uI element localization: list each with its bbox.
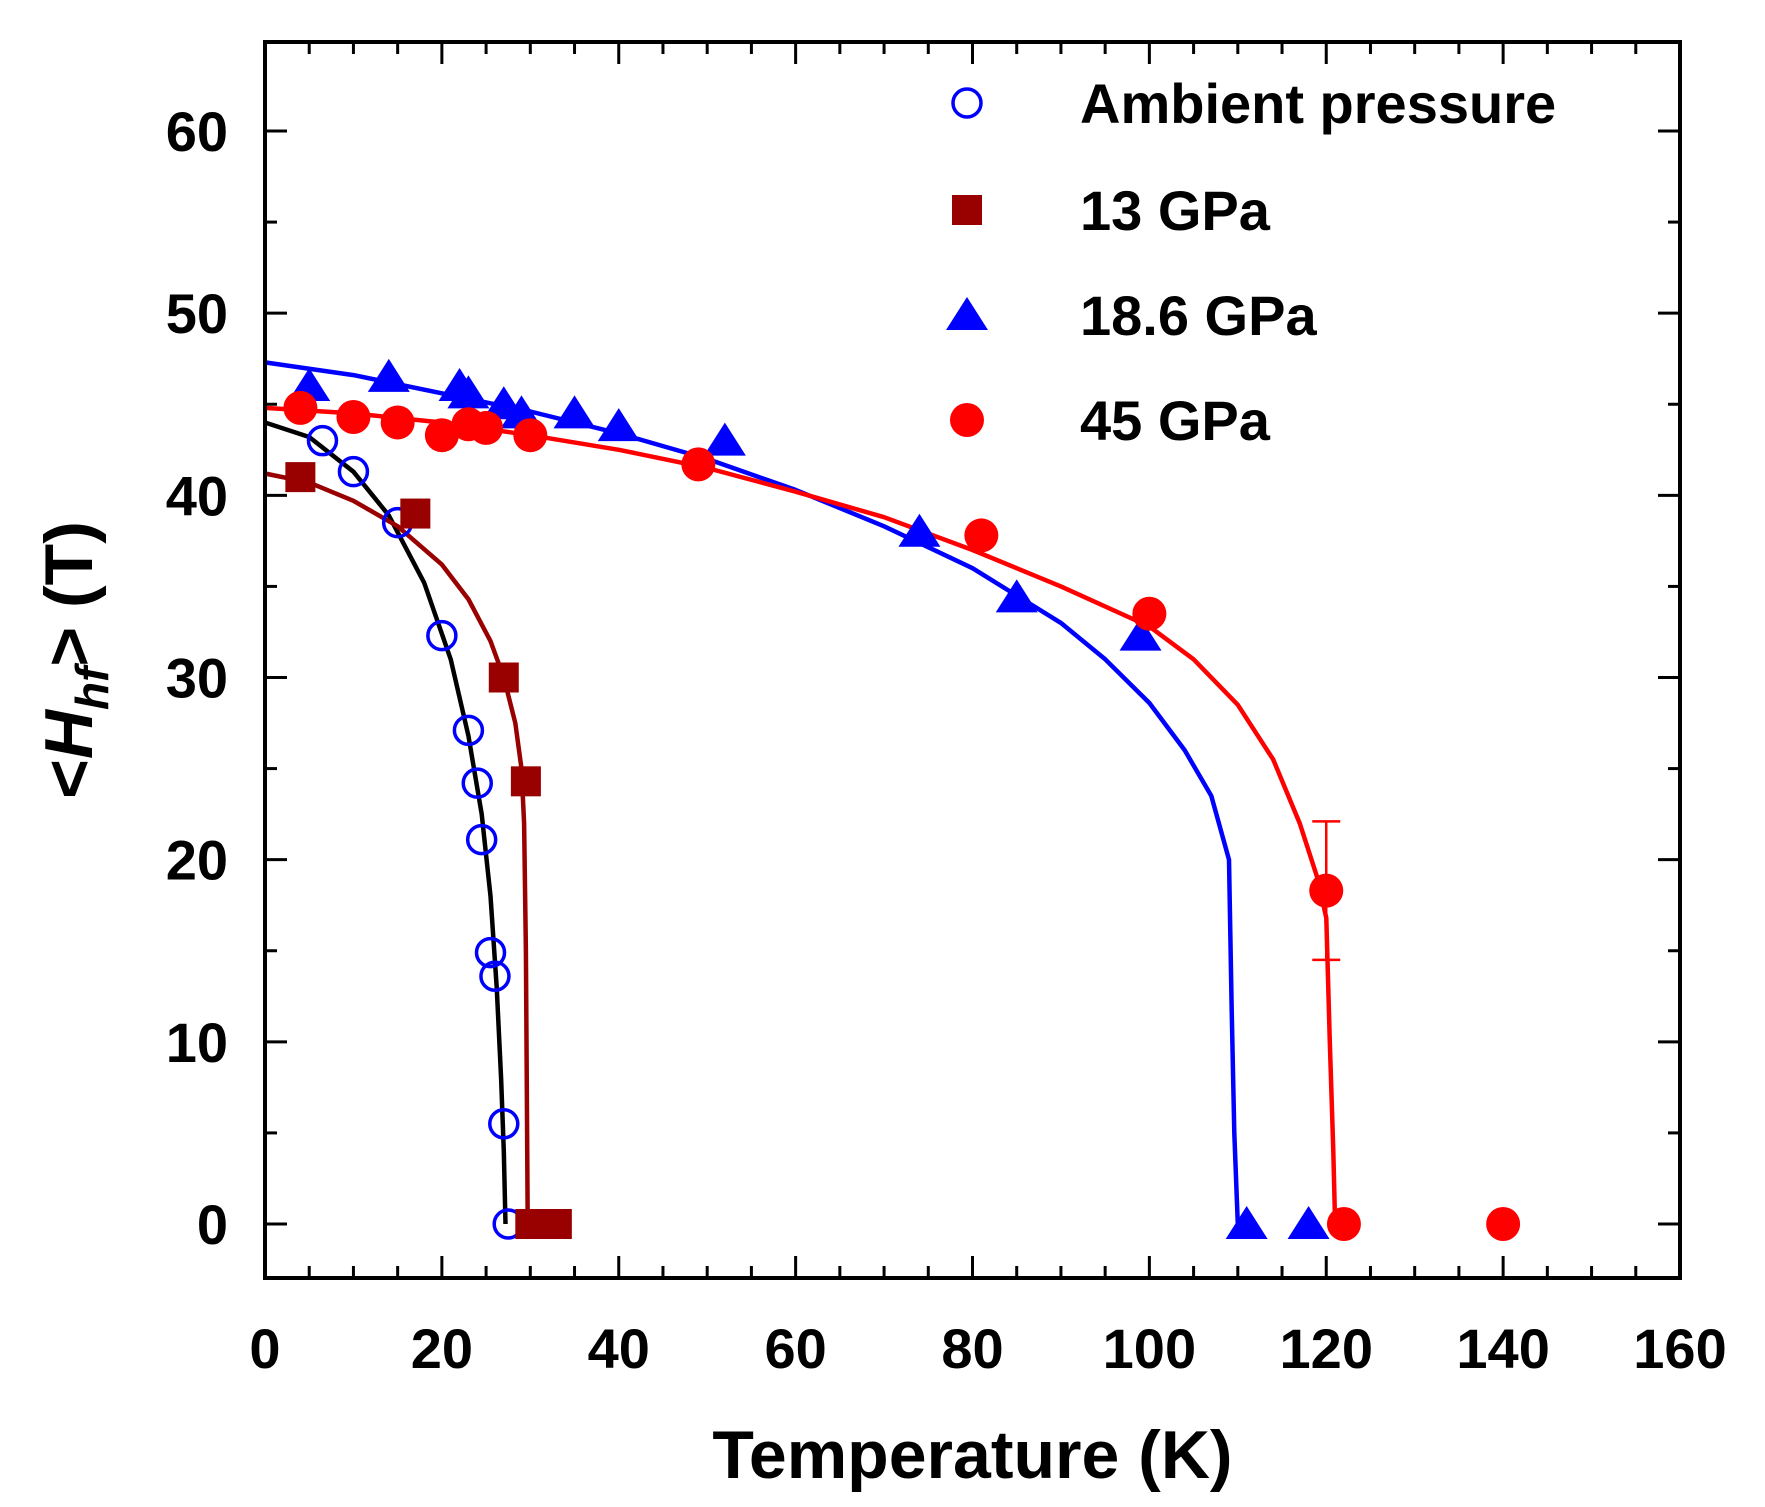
- data-point: [400, 498, 431, 529]
- data-point: [541, 1209, 572, 1239]
- legend-marker-45gpa: [950, 403, 984, 437]
- legend-label-13gpa: 13 GPa: [1080, 179, 1271, 242]
- legend-marker-13gpa: [952, 195, 982, 225]
- data-point: [964, 518, 999, 553]
- legend-label-ambient: Ambient pressure: [1080, 72, 1556, 135]
- data-point: [465, 823, 498, 856]
- data-point: [513, 418, 548, 453]
- y-tick-label: 60: [166, 100, 228, 163]
- data-point: [474, 936, 507, 969]
- data-point: [515, 1209, 546, 1239]
- data-point: [1326, 1207, 1361, 1241]
- legend-symbol: [950, 403, 984, 437]
- y-tick-label: 40: [166, 464, 228, 527]
- legend: Ambient pressure 13 GPa 18.6 GPa 45 GPa: [946, 72, 1556, 452]
- data-point: [1309, 873, 1344, 908]
- x-tick-labels: 0 20 40 60 80 100 120 140 160: [249, 1317, 1726, 1380]
- x-tick-label: 0: [249, 1317, 280, 1380]
- legend-symbol: [952, 195, 982, 225]
- legend-label-18-6gpa: 18.6 GPa: [1080, 284, 1317, 347]
- data-point: [1119, 617, 1162, 651]
- y-axis-title-suffix: > (T): [31, 521, 107, 666]
- y-axis-title-prefix: <: [31, 759, 107, 799]
- x-axis-title: Temperature (K): [712, 1417, 1232, 1493]
- legend-symbol: [946, 297, 988, 330]
- data-point: [461, 767, 493, 799]
- x-tick-label: 60: [764, 1317, 826, 1380]
- data-point: [995, 579, 1038, 613]
- data-point: [367, 358, 410, 392]
- data-point: [337, 455, 370, 488]
- x-tick-label: 20: [411, 1317, 473, 1380]
- data-point: [424, 418, 459, 453]
- data-point: [283, 390, 318, 425]
- fit-lines: [264, 360, 1338, 1225]
- legend-marker-ambient: [951, 87, 983, 119]
- y-axis-title-subscript: hf: [66, 662, 118, 710]
- x-tick-label: 40: [588, 1317, 650, 1380]
- data-point: [1486, 1207, 1521, 1241]
- plot-frame: [263, 40, 1682, 1280]
- x-tick-label: 120: [1280, 1317, 1373, 1380]
- data-point: [306, 424, 339, 457]
- data-point: [426, 619, 458, 652]
- legend-label-45gpa: 45 GPa: [1080, 389, 1271, 452]
- y-tick-label: 10: [166, 1011, 228, 1074]
- data-point: [336, 400, 371, 435]
- data-point: [898, 513, 941, 547]
- data-point: [553, 395, 596, 429]
- y-axis-title-main: H: [31, 708, 107, 759]
- legend-symbol: [951, 87, 983, 119]
- data-point: [1287, 1206, 1330, 1239]
- data-point: [285, 462, 316, 493]
- data-point: [510, 766, 541, 797]
- axis-ticks: [263, 42, 1682, 1278]
- x-tick-label: 140: [1456, 1317, 1549, 1380]
- data-point: [479, 960, 511, 993]
- y-tick-label: 30: [166, 647, 228, 710]
- data-point: [597, 408, 640, 442]
- fit-line: [264, 405, 1338, 1225]
- data-point: [681, 447, 716, 482]
- y-tick-label: 20: [166, 829, 228, 892]
- data-point: [1132, 596, 1167, 631]
- data-point: [488, 1108, 520, 1140]
- y-axis-title: <Hhf> (T): [31, 521, 118, 799]
- fit-line: [264, 420, 508, 1225]
- data-point: [469, 410, 504, 445]
- data-point: [452, 714, 485, 747]
- legend-marker-18-6gpa: [946, 297, 988, 330]
- x-tick-label: 80: [941, 1317, 1003, 1380]
- y-tick-label: 0: [197, 1193, 228, 1256]
- y-tick-label: 50: [166, 282, 228, 345]
- fit-line: [264, 471, 530, 1225]
- data-markers: [283, 358, 1521, 1241]
- data-point: [1225, 1206, 1268, 1239]
- y-tick-labels: 0 10 20 30 40 50 60: [166, 100, 228, 1256]
- x-tick-label: 100: [1103, 1317, 1196, 1380]
- fit-line: [264, 360, 1241, 1225]
- data-point: [703, 422, 746, 456]
- data-point: [447, 375, 490, 409]
- x-tick-label: 160: [1633, 1317, 1726, 1380]
- data-point: [488, 662, 519, 693]
- data-point: [380, 405, 415, 440]
